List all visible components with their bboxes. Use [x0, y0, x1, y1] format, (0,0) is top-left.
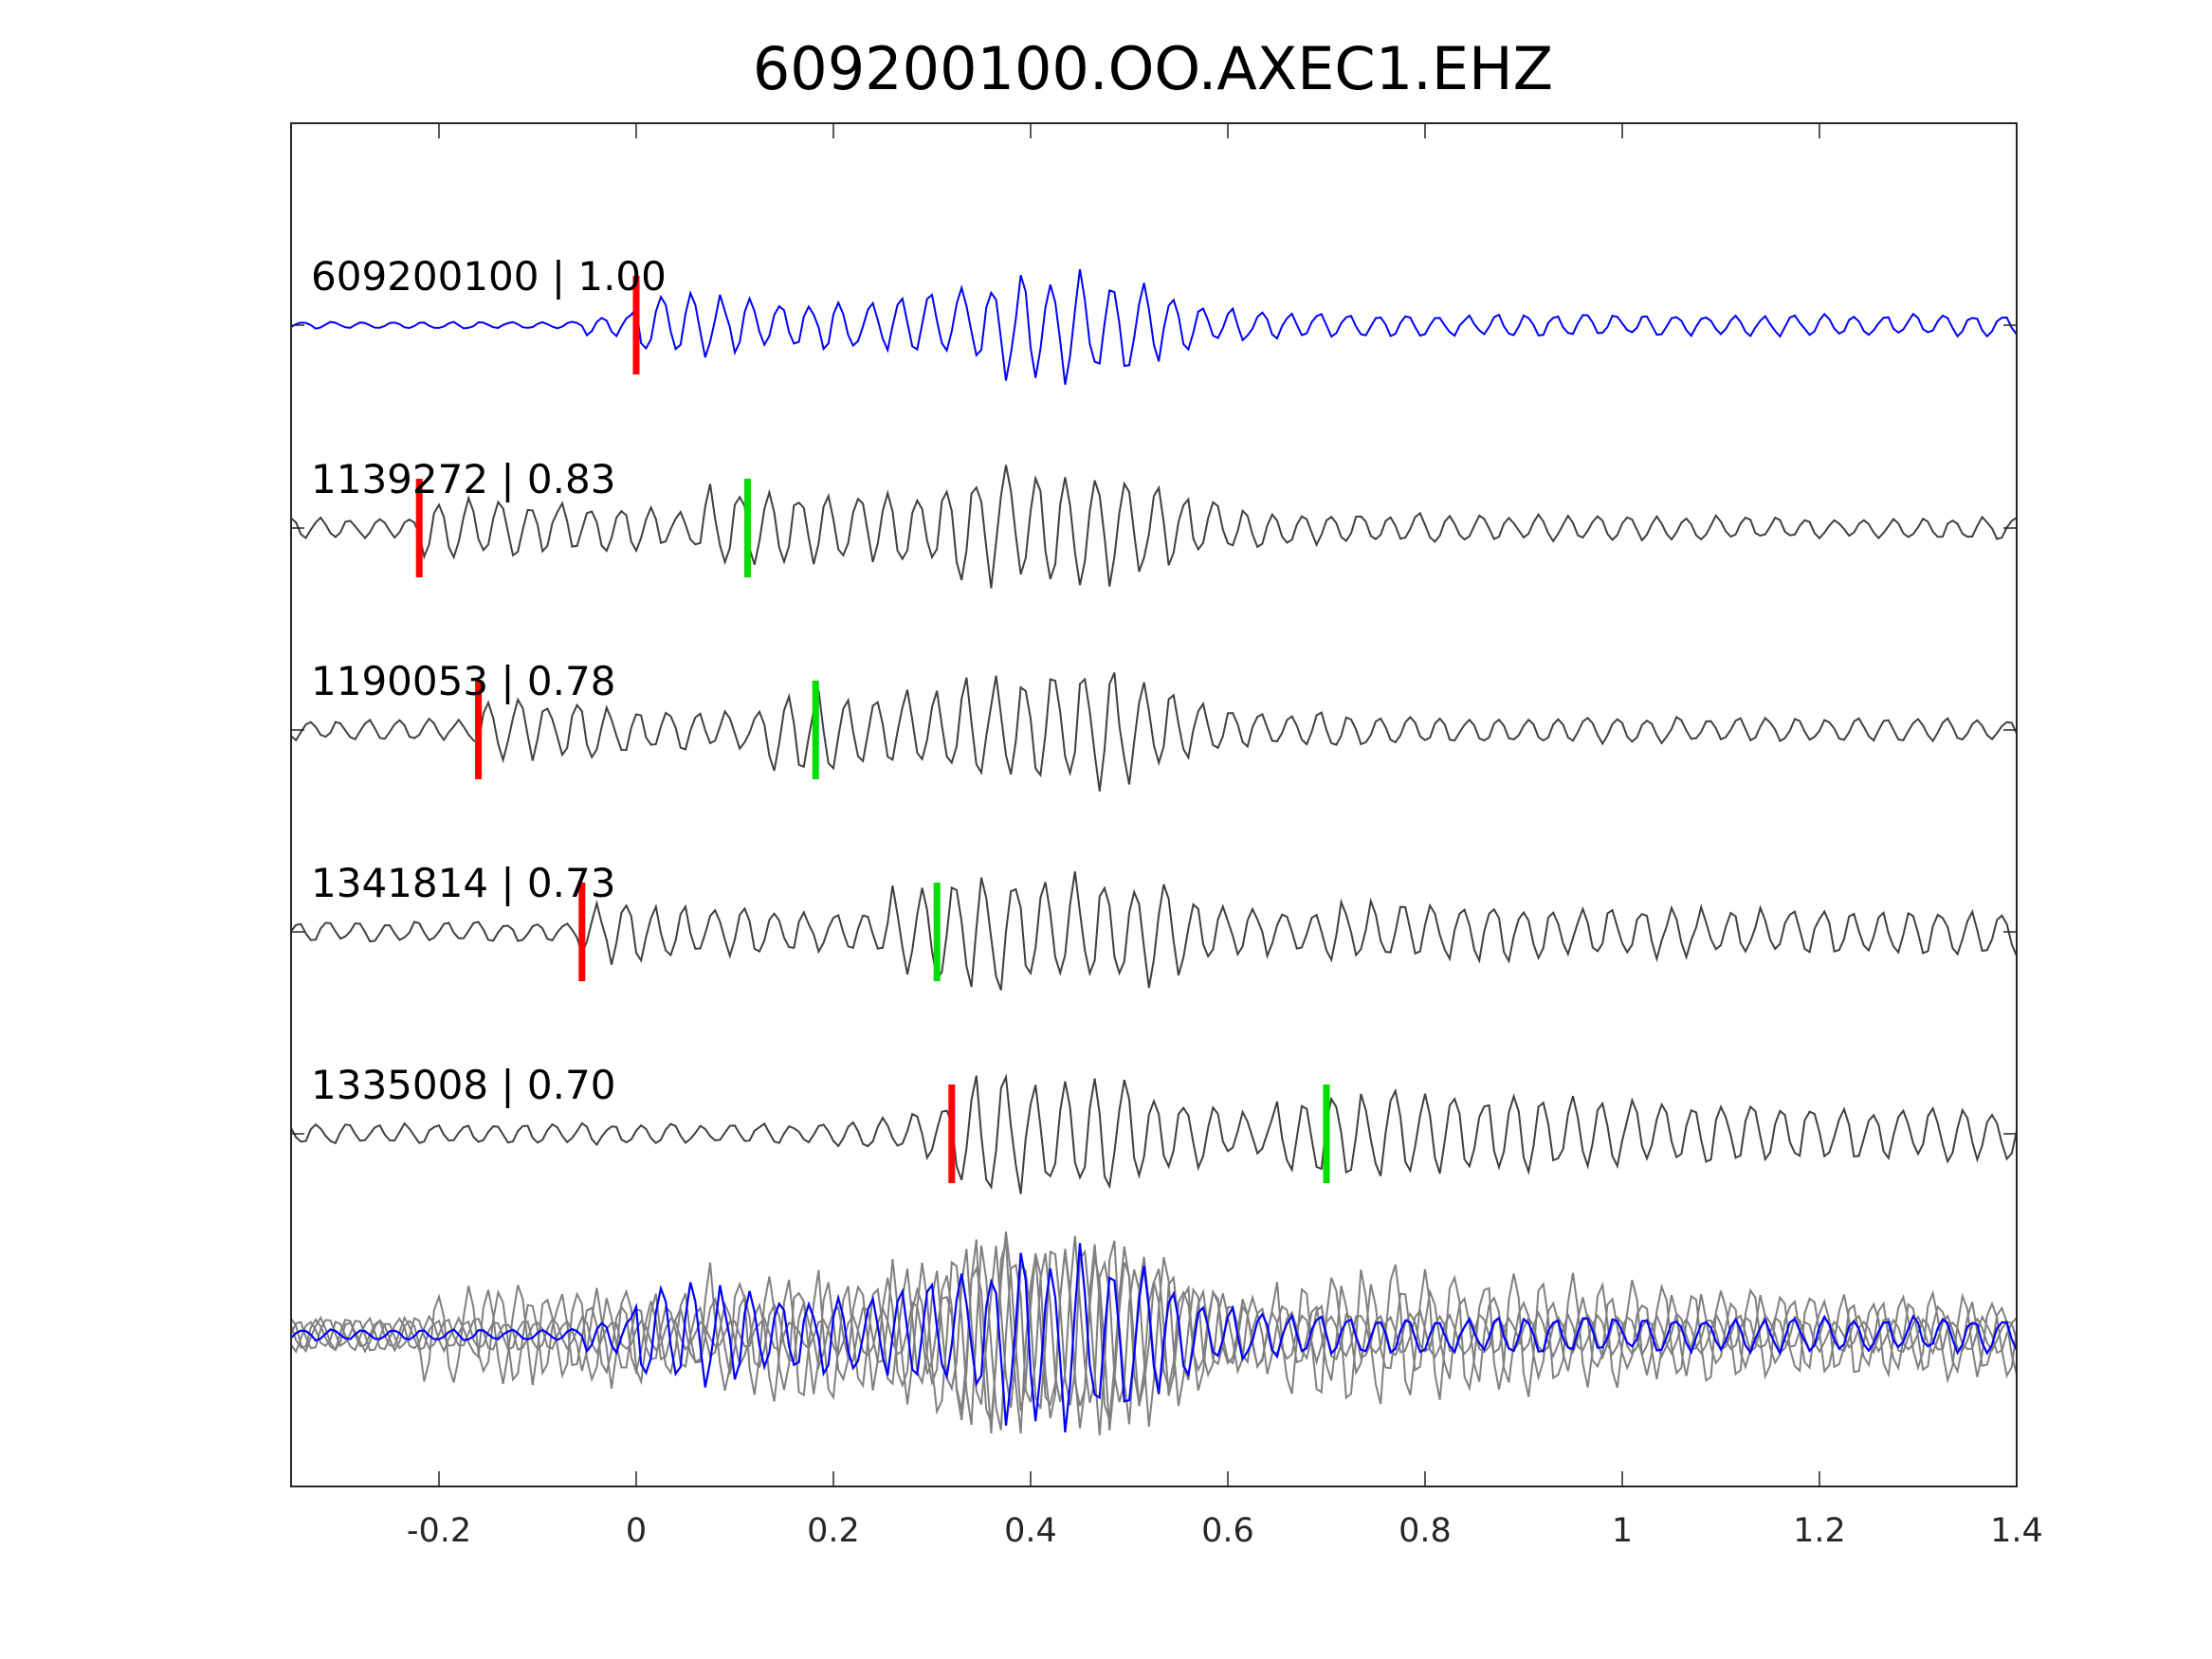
x-tick-label: 1: [1612, 1512, 1633, 1550]
axes-layer: -0.2 0 0.2 0.4 0.6 0.8 1 1.2 1.4: [290, 122, 2043, 1550]
trace-label-609200100: 609200100 | 1.00: [311, 253, 667, 300]
x-tick-label: 0: [626, 1512, 647, 1550]
waveform-trace-1335008: [290, 1073, 2018, 1194]
waveform-trace-1139272: [290, 465, 2018, 589]
x-tick-label: 0.6: [1201, 1512, 1254, 1550]
trace-labels: 609200100 | 1.00 1139272 | 0.83 1190053 | …: [311, 253, 667, 1108]
picks-layer: [415, 276, 1330, 1183]
x-tick-label: 0.8: [1398, 1512, 1452, 1550]
waveform-trace-1190053: [290, 672, 2018, 792]
trace-label-1190053: 1190053 | 0.78: [311, 658, 615, 704]
traces-layer: [290, 268, 2018, 1436]
waveform-trace-609200100: [290, 268, 2018, 385]
x-tick-label: -0.2: [407, 1512, 471, 1550]
x-tick-label: 0.4: [1004, 1512, 1057, 1550]
x-tick-label: 1.4: [1990, 1512, 2043, 1550]
x-tick-label: 1.2: [1793, 1512, 1846, 1550]
stack-overlay-trace-1335008: [290, 1239, 2018, 1434]
x-tick-label: 0.2: [807, 1512, 860, 1550]
axes-box: [290, 122, 2018, 1487]
stack-overlay-trace-1341814: [290, 1235, 2018, 1431]
trace-label-1335008: 1335008 | 0.70: [311, 1062, 615, 1108]
chart-title: 609200100.OO.AXEC1.EHZ: [753, 34, 1553, 103]
stack-overlay-trace-609200100: [290, 1243, 2018, 1433]
trace-label-1341814: 1341814 | 0.73: [311, 860, 615, 906]
trace-label-1139272: 1139272 | 0.83: [311, 456, 615, 502]
